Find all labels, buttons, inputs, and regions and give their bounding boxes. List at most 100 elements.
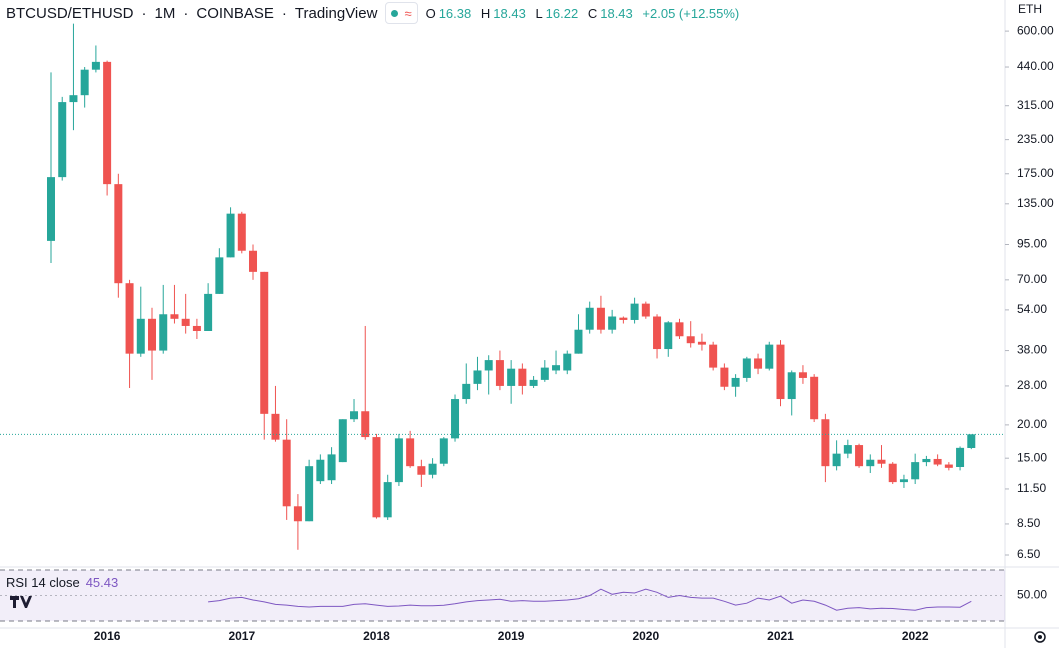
candle-body bbox=[237, 213, 246, 251]
x-tick-label: 2018 bbox=[363, 629, 390, 643]
exchange: COINBASE bbox=[196, 4, 274, 22]
tv-logo bbox=[8, 592, 34, 612]
candle-body bbox=[47, 177, 55, 241]
candle-body bbox=[372, 437, 381, 518]
candle-body bbox=[697, 341, 706, 345]
candle-body bbox=[170, 314, 179, 319]
header: BTCUSD/ETHUSD · 1M · COINBASE · TradingView… bbox=[6, 2, 739, 24]
y-tick-label: 175.00 bbox=[1017, 166, 1054, 180]
candle-body bbox=[709, 344, 718, 368]
candle-body bbox=[855, 445, 864, 467]
candle-body bbox=[731, 377, 740, 387]
candle-body bbox=[114, 184, 123, 284]
candle-body bbox=[754, 358, 763, 369]
candle-body bbox=[327, 454, 336, 481]
x-tick-label: 2020 bbox=[632, 629, 659, 643]
candle-body bbox=[765, 344, 774, 369]
candle-body bbox=[204, 293, 213, 331]
ohlc-key: C bbox=[587, 5, 598, 21]
candle-body bbox=[181, 318, 190, 326]
ohlc-key: O bbox=[425, 5, 436, 21]
candle-body bbox=[406, 438, 415, 467]
candle-body bbox=[967, 434, 976, 448]
candle-body bbox=[338, 419, 347, 463]
candle-body bbox=[899, 479, 908, 483]
candle-body bbox=[787, 372, 796, 400]
candle-body bbox=[832, 453, 841, 467]
candle-body bbox=[80, 69, 89, 96]
rsi-legend: RSI 14 close 45.43 bbox=[6, 575, 118, 590]
y-tick-label: 70.00 bbox=[1017, 272, 1047, 286]
candle-body bbox=[192, 325, 201, 331]
candle-body bbox=[159, 314, 168, 351]
candle-body bbox=[866, 459, 875, 467]
candle-body bbox=[260, 271, 269, 414]
candle-body bbox=[226, 213, 235, 258]
candle-body bbox=[619, 317, 628, 320]
candle-body bbox=[215, 257, 224, 294]
candle-body bbox=[293, 506, 302, 522]
candle-body bbox=[518, 368, 527, 386]
ohlc-key: H bbox=[480, 5, 491, 21]
candle-body bbox=[495, 360, 504, 386]
candle-body bbox=[91, 61, 100, 70]
candle-body bbox=[720, 367, 729, 387]
candle-body bbox=[271, 413, 280, 440]
candle-body bbox=[742, 358, 751, 378]
y-tick-label: 235.00 bbox=[1017, 132, 1054, 146]
candle-body bbox=[103, 61, 112, 185]
source: TradingView bbox=[294, 4, 378, 22]
ohlc-value: 18.43 bbox=[600, 5, 633, 21]
rsi-band-fill bbox=[0, 570, 1005, 621]
rsi-value: 45.43 bbox=[85, 575, 119, 590]
candle-body bbox=[316, 459, 325, 482]
candle-body bbox=[933, 458, 942, 465]
y-tick-label: 8.50 bbox=[1017, 516, 1041, 530]
x-tick-label: 2019 bbox=[498, 629, 525, 643]
candle-body bbox=[641, 303, 650, 317]
candle-body bbox=[552, 365, 561, 371]
y-tick-label: 315.00 bbox=[1017, 98, 1054, 112]
candle-body bbox=[125, 283, 134, 354]
candle-body bbox=[563, 353, 572, 371]
candle-body bbox=[821, 419, 830, 467]
rsi-line bbox=[208, 588, 972, 611]
candle-body bbox=[282, 439, 291, 507]
x-tick-label: 2017 bbox=[228, 629, 255, 643]
candle-body bbox=[462, 383, 471, 400]
candle-body bbox=[136, 318, 145, 354]
candle-body bbox=[69, 95, 78, 103]
candle-body bbox=[428, 463, 437, 475]
candle-body bbox=[664, 322, 673, 350]
candle-body bbox=[810, 376, 819, 420]
y-tick-label: 11.50 bbox=[1017, 481, 1046, 495]
ohlc-value: 16.22 bbox=[545, 5, 579, 21]
candle-body bbox=[574, 329, 583, 354]
candle-body bbox=[596, 307, 605, 330]
candle-body bbox=[776, 344, 785, 400]
y-tick-label: 38.00 bbox=[1017, 343, 1047, 357]
candle-body bbox=[361, 411, 370, 438]
candle-body bbox=[944, 464, 953, 468]
y-tick-label: 15.00 bbox=[1017, 450, 1047, 464]
candle-body bbox=[507, 368, 516, 386]
symbol: BTCUSD/ETHUSD bbox=[6, 4, 134, 22]
candle-body bbox=[675, 322, 684, 337]
settings-icon[interactable] bbox=[1034, 631, 1046, 643]
candle-body bbox=[249, 250, 258, 272]
candle-body bbox=[843, 445, 852, 454]
y-tick-label: 50.00 bbox=[1017, 588, 1047, 602]
candle-body bbox=[888, 463, 897, 483]
y-tick-label: 28.00 bbox=[1017, 378, 1047, 392]
y-tick-label: 20.00 bbox=[1017, 417, 1047, 431]
change: +2.05 (+12.55%) bbox=[642, 5, 740, 21]
y-tick-label: 95.00 bbox=[1017, 237, 1047, 251]
candle-body bbox=[350, 411, 359, 420]
ohlc-key: L bbox=[535, 5, 543, 21]
candle-body bbox=[383, 482, 392, 518]
unit-label: ETH bbox=[1018, 2, 1042, 16]
candle-body bbox=[439, 438, 448, 464]
status-badge[interactable]: ≈ bbox=[385, 2, 418, 24]
